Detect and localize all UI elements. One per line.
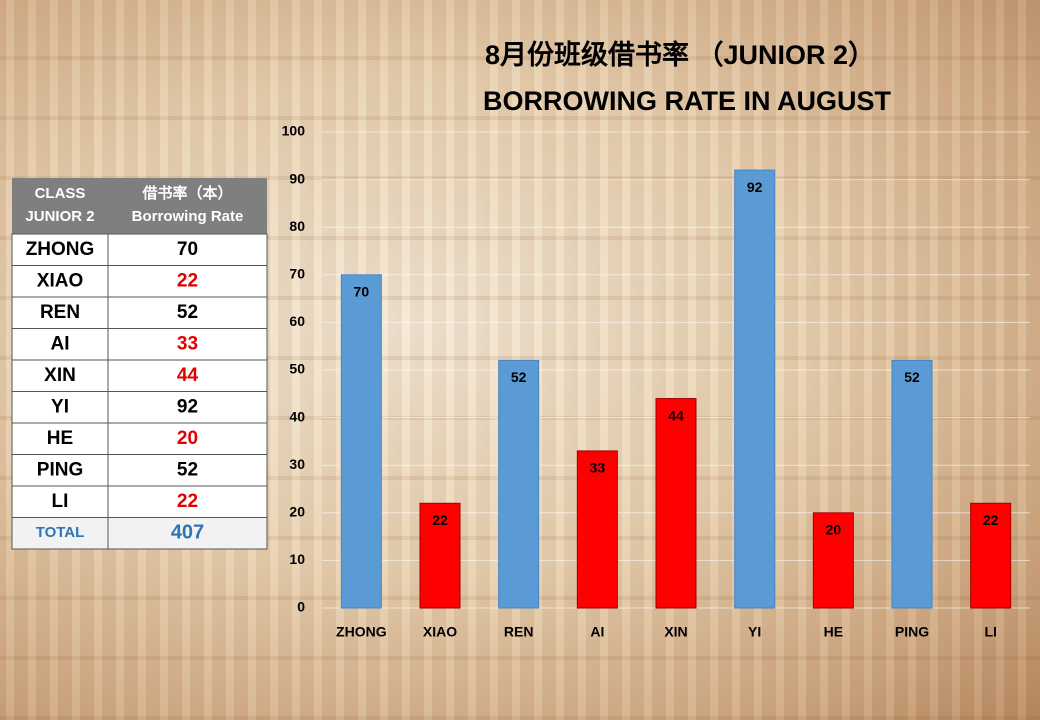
data-label: 52 [511, 369, 527, 385]
y-tick-label: 40 [289, 408, 305, 424]
bar [655, 398, 697, 609]
table-total-value: 407 [171, 522, 204, 544]
data-label: 52 [904, 369, 920, 385]
table-name: HE [47, 428, 73, 449]
table-row [11, 454, 268, 487]
bar [576, 450, 618, 609]
bar [419, 502, 461, 609]
chart-title: 8月份班级借书率 （JUNIOR 2） [485, 39, 875, 70]
table-header: Borrowing Rate [132, 208, 244, 225]
table-value: 20 [177, 428, 198, 449]
y-tick-label: 90 [289, 170, 305, 186]
table-name: REN [40, 302, 80, 323]
x-tick-label: XIAO [423, 624, 457, 640]
table-header: 借书率（本） [141, 184, 232, 202]
table-row [11, 265, 268, 298]
y-tick-label: 50 [289, 361, 305, 377]
data-label: 22 [432, 512, 448, 528]
y-tick-label: 60 [289, 313, 305, 329]
x-tick-label: AI [590, 624, 604, 640]
table-row [11, 233, 268, 266]
data-label: 20 [826, 522, 842, 538]
table-row [11, 359, 268, 392]
table-name: ZHONG [26, 239, 95, 260]
data-label: 44 [668, 407, 684, 423]
table-row [11, 422, 268, 455]
y-tick-label: 0 [297, 599, 305, 615]
data-label: 92 [747, 179, 763, 195]
data-label: 22 [983, 512, 999, 528]
table-value: 92 [177, 396, 198, 417]
chart-subtitle: BORROWING RATE IN AUGUST [483, 86, 891, 116]
data-label: 70 [354, 284, 370, 300]
table-row [11, 296, 268, 329]
bar [498, 359, 540, 609]
x-tick-label: REN [504, 624, 534, 640]
bar [734, 169, 776, 609]
y-tick-label: 70 [289, 266, 305, 282]
table-name: PING [37, 459, 83, 480]
table-name: XIN [44, 365, 76, 386]
table-header: JUNIOR 2 [25, 208, 94, 225]
x-tick-label: PING [895, 624, 929, 640]
y-tick-label: 100 [282, 123, 306, 139]
x-tick-label: XIN [664, 624, 687, 640]
table-value: 52 [177, 302, 198, 323]
table-value: 33 [177, 333, 198, 354]
bar [812, 512, 854, 609]
table-name: YI [51, 396, 69, 417]
table-row [11, 391, 268, 424]
x-tick-label: ZHONG [336, 624, 387, 640]
table-header-bg [12, 178, 267, 234]
bar [970, 502, 1012, 609]
bar [340, 274, 382, 609]
table-header: CLASS [35, 185, 86, 202]
table-total-label: TOTAL [36, 524, 85, 541]
data-label: 33 [590, 460, 606, 476]
table-value: 70 [177, 239, 198, 260]
table-row [11, 328, 268, 361]
bar [891, 359, 933, 609]
y-tick-label: 30 [289, 456, 305, 472]
table-value: 22 [177, 491, 198, 512]
table-row [11, 485, 268, 518]
table-value: 44 [177, 365, 199, 386]
table-total-row [11, 517, 268, 550]
x-tick-label: HE [824, 624, 843, 640]
table-value: 22 [177, 270, 198, 291]
table-name: LI [52, 491, 69, 512]
y-tick-label: 80 [289, 218, 305, 234]
y-tick-label: 10 [289, 551, 305, 567]
x-tick-label: YI [748, 624, 761, 640]
table-value: 52 [177, 459, 198, 480]
y-tick-label: 20 [289, 504, 305, 520]
x-tick-label: LI [984, 624, 996, 640]
table-name: AI [51, 333, 70, 354]
table-name: XIAO [37, 270, 83, 291]
